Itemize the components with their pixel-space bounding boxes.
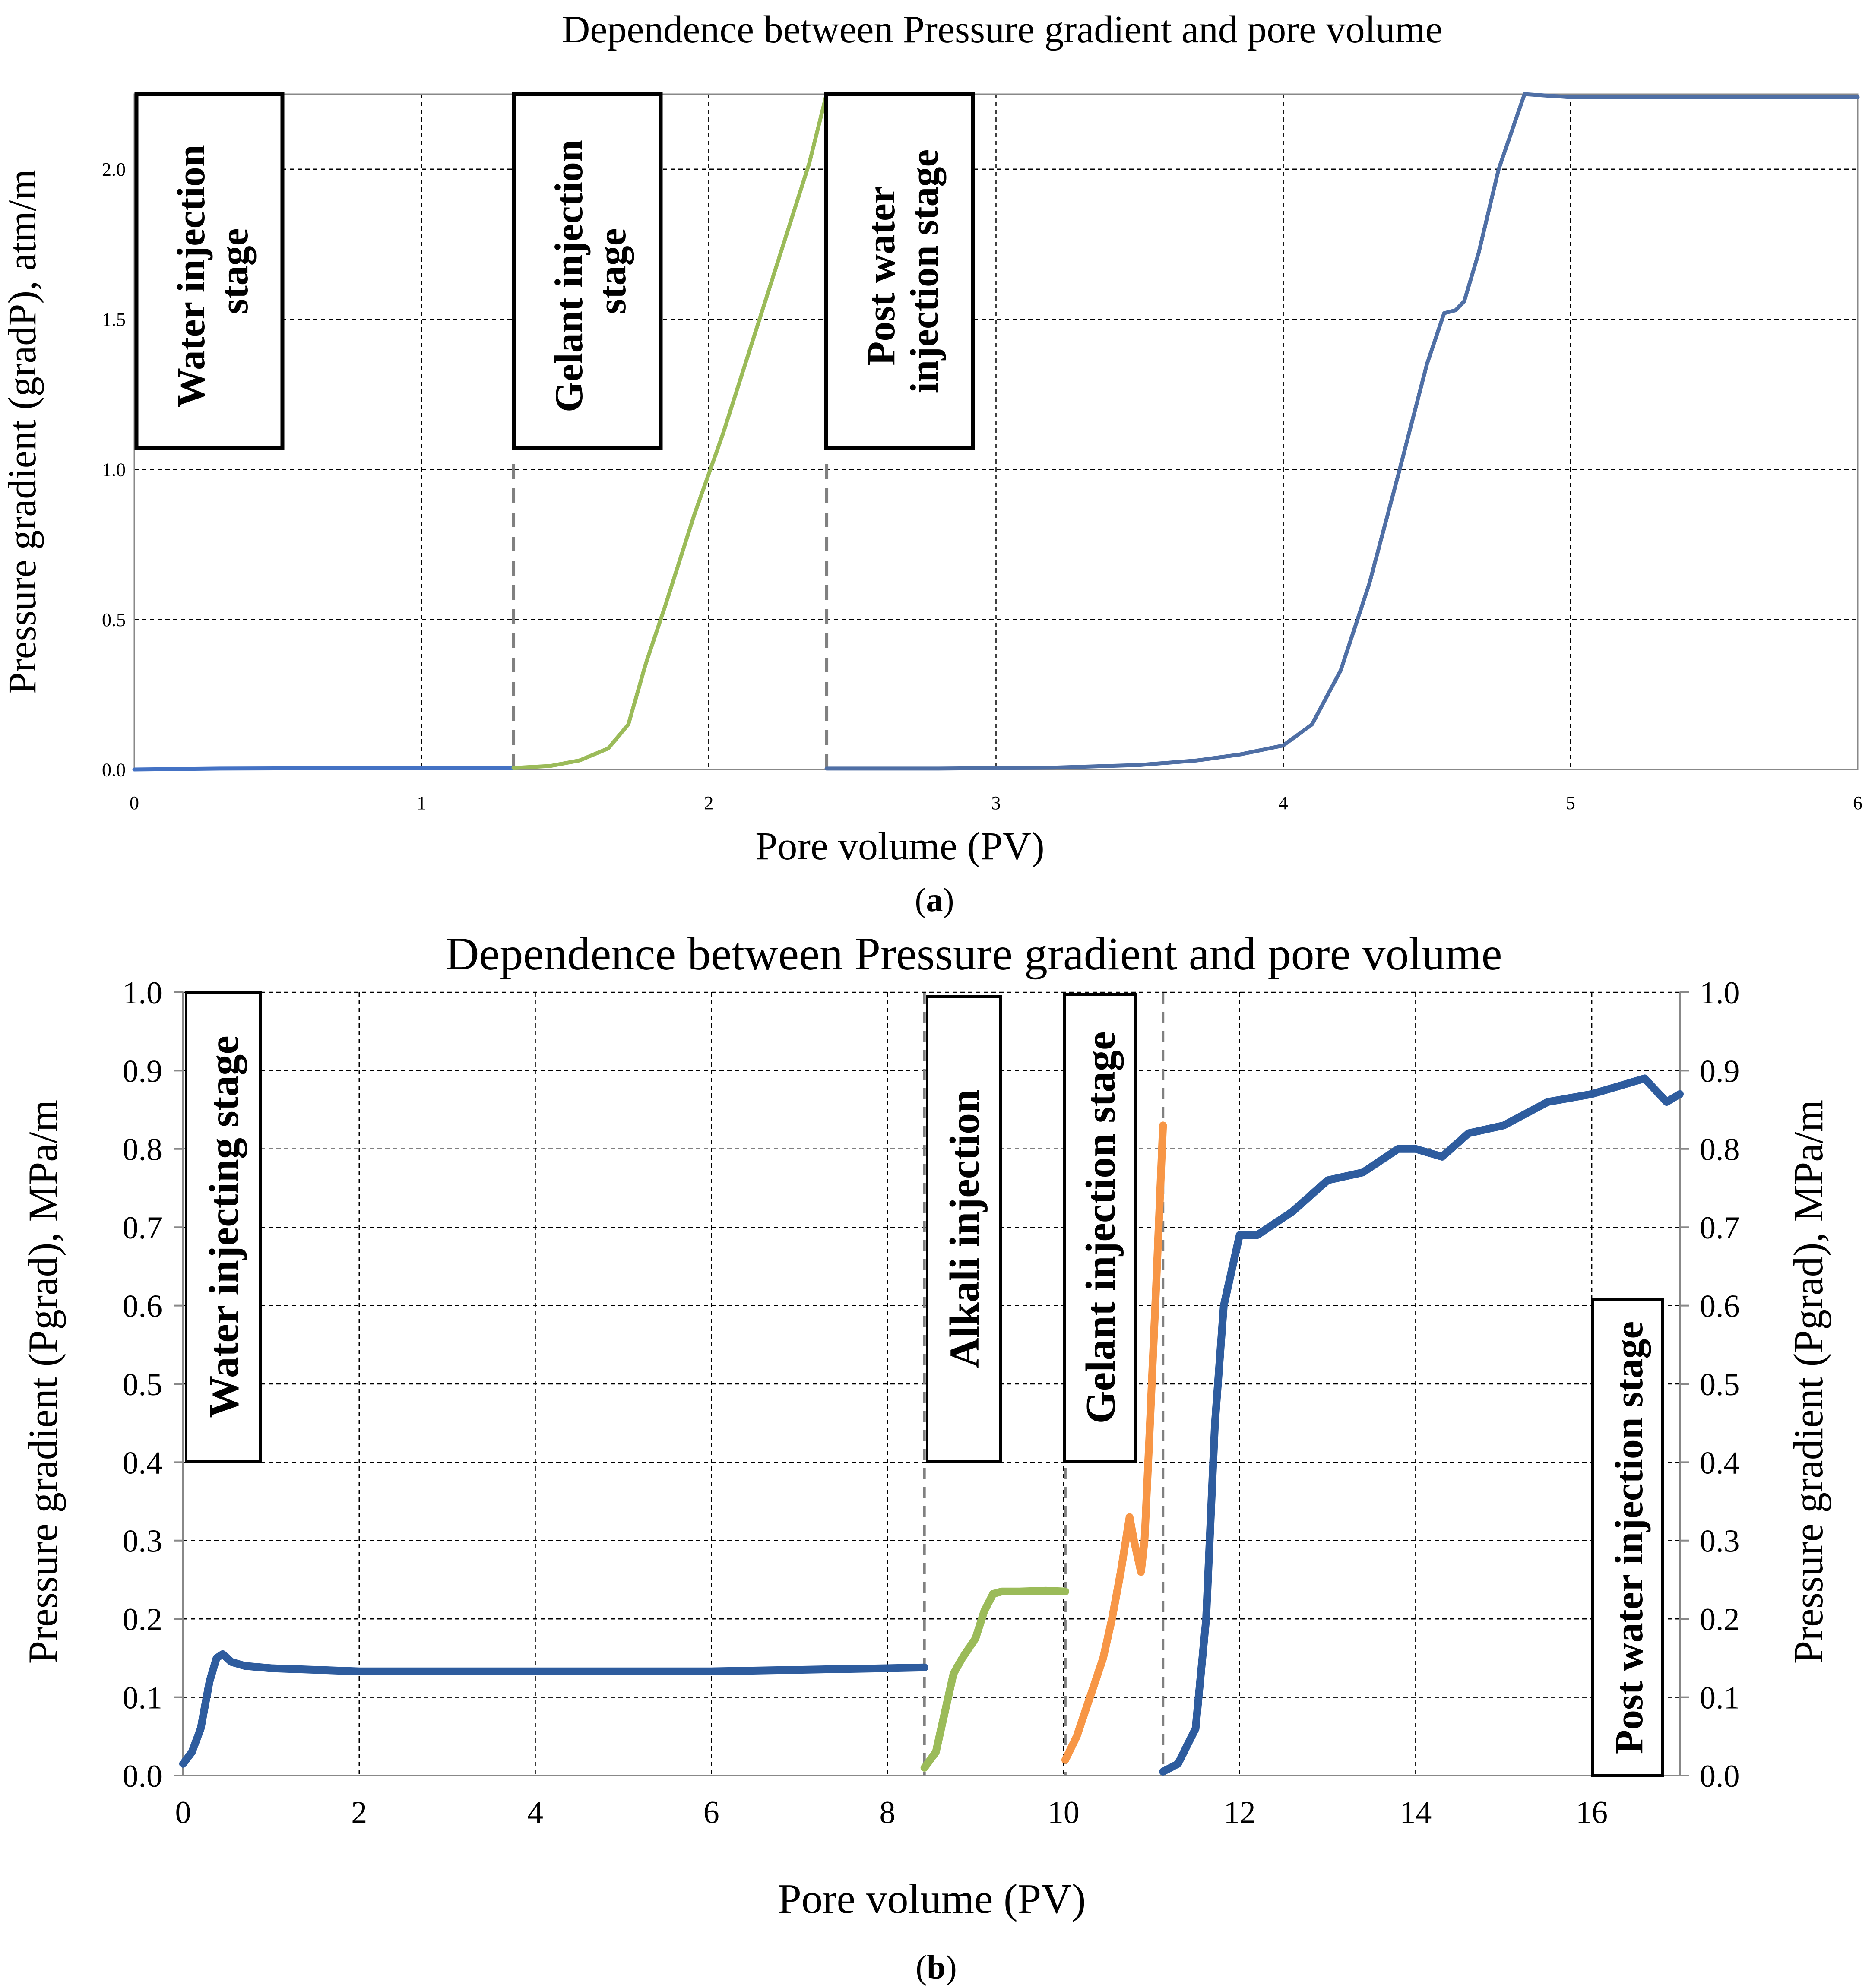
series-line-gelant-injection-stage [1061, 1121, 1167, 1764]
y-tick-label-right-3: 0.3 [1700, 1524, 1740, 1559]
y-tick-label-right-7: 0.7 [1700, 1210, 1740, 1246]
chart-a-y-tick-labels: 0.0 0.5 1.0 1.5 2.0 [102, 159, 126, 780]
y-tick-label-4: 0.4 [123, 1445, 163, 1481]
chart-b-title: Dependence between Pressure gradient and… [445, 928, 1502, 980]
chart-b-panel-label: (b) [915, 1948, 957, 1986]
chart-a-annotation-water-line2: stage [212, 228, 256, 314]
chart-a-x-tick-labels: 0 1 2 3 4 5 6 [130, 792, 1862, 814]
chart-b-y-axis-label-left: Pressure gradient (Pgrad), MPa/m [20, 1100, 66, 1664]
chart-b-x-tick-labels: 0 2 4 6 8 10 12 14 16 [175, 1795, 1608, 1830]
chart-a-series [132, 92, 1860, 772]
chart-b-annotation-gelant: Gelant injection stage [1063, 993, 1137, 1463]
series-line-water-injecting-stage [179, 1650, 928, 1768]
chart-a-annotation-post-water-line2: injection stage [902, 149, 946, 393]
chart-a: Dependence between Pressure gradient and… [0, 8, 1862, 918]
chart-b-annotation-post-water-text: Post water injection stage [1607, 1321, 1651, 1754]
chart-b-series [179, 1074, 1684, 1776]
x-tick-label-5: 5 [1566, 792, 1575, 814]
y-tick-label-2: 0.2 [123, 1602, 163, 1637]
series-line-post-water-injection-stage [824, 92, 1860, 771]
x-tick-label-3: 6 [703, 1795, 719, 1830]
chart-a-annotation-water: Water injection stage [134, 92, 285, 450]
y-tick-label-4: 2.0 [102, 159, 126, 180]
x-tick-label-6: 6 [1853, 792, 1862, 814]
y-tick-label-right-6: 0.6 [1700, 1289, 1740, 1324]
x-tick-label-1: 2 [351, 1795, 367, 1830]
y-tick-label-1: 0.1 [123, 1681, 163, 1716]
x-tick-label-0: 0 [175, 1795, 191, 1830]
y-tick-label-1: 0.5 [102, 609, 126, 630]
x-tick-label-5: 10 [1048, 1795, 1080, 1830]
y-tick-label-right-9: 0.9 [1700, 1054, 1740, 1089]
x-tick-label-7: 14 [1400, 1795, 1432, 1830]
y-tick-label-6: 0.6 [123, 1289, 163, 1324]
y-tick-label-right-5: 0.5 [1700, 1367, 1740, 1402]
x-tick-label-4: 8 [880, 1795, 896, 1830]
chart-a-x-axis-label: Pore volume (PV) [755, 824, 1044, 868]
y-tick-label-8: 0.8 [123, 1132, 163, 1168]
y-tick-label-right-4: 0.4 [1700, 1445, 1740, 1481]
y-tick-label-right-1: 0.1 [1700, 1681, 1740, 1716]
series-line-post-water-injection-stage [1159, 1074, 1684, 1776]
y-tick-label-5: 0.5 [123, 1367, 163, 1402]
x-tick-label-6: 12 [1224, 1795, 1256, 1830]
y-tick-label-10: 1.0 [123, 975, 163, 1011]
x-tick-label-8: 16 [1576, 1795, 1608, 1830]
chart-b-x-axis-label: Pore volume (PV) [778, 1876, 1086, 1922]
y-tick-label-right-8: 0.8 [1700, 1132, 1740, 1168]
y-tick-label-9: 0.9 [123, 1054, 163, 1089]
chart-a-panel-label: (a) [915, 881, 954, 918]
x-tick-label-4: 4 [1279, 792, 1288, 814]
x-tick-label-0: 0 [130, 792, 139, 814]
chart-b-annotation-alkali-text: Alkali injection [941, 1089, 988, 1368]
chart-b-annotation-gelant-text: Gelant injection stage [1077, 1031, 1124, 1424]
series-line-alkali-injection [920, 1586, 1069, 1772]
chart-a-annotation-water-line1: Water injection [169, 145, 213, 408]
chart-a-y-axis-label: Pressure gradient (gradP), atm/m [0, 169, 44, 694]
y-tick-label-right-0: 0.0 [1700, 1759, 1740, 1794]
chart-a-annotation-post-water-line1: Post water [859, 187, 903, 366]
y-tick-label-right-2: 0.2 [1700, 1602, 1740, 1637]
chart-a-grid [133, 93, 1859, 770]
y-tick-label-7: 0.7 [123, 1210, 163, 1246]
x-tick-label-1: 1 [417, 792, 426, 814]
y-tick-label-2: 1.0 [102, 459, 126, 480]
chart-a-annotation-post-water: Post water injection stage [824, 92, 975, 450]
y-tick-label-3: 0.3 [123, 1524, 163, 1559]
chart-a-annotation-gelant-line1: Gelant injection [547, 140, 591, 412]
svg-text:Post water injection s: Post water injection stage [859, 149, 946, 393]
x-tick-label-2: 2 [704, 792, 713, 814]
series-line-gelant-injection-stage [511, 92, 829, 770]
x-tick-label-2: 4 [527, 1795, 543, 1830]
y-tick-label-0: 0.0 [123, 1759, 163, 1794]
chart-a-stage-dividers [512, 464, 829, 769]
chart-a-annotation-gelant-line2: stage [590, 228, 634, 314]
chart-a-title: Dependence between Pressure gradient and… [562, 8, 1442, 51]
chart-b-y-tick-labels-right: 0.0 0.1 0.2 0.3 0.4 0.5 0.6 0.7 0.8 0.9 1.0 [1700, 975, 1740, 1794]
y-tick-label-3: 1.5 [102, 309, 126, 330]
y-tick-label-0: 0.0 [102, 759, 126, 780]
chart-b-annotation-water: Water injecting stage [185, 991, 262, 1463]
svg-text:Gelant injection stage: Gelant injection stage [547, 130, 634, 412]
chart-b-annotation-water-text: Water injecting stage [201, 1035, 247, 1418]
y-tick-label-right-10: 1.0 [1700, 975, 1740, 1011]
x-tick-label-3: 3 [991, 792, 1001, 814]
chart-a-annotation-gelant: Gelant injection stage [512, 92, 663, 450]
chart-b-y-tick-labels: 0.0 0.1 0.2 0.3 0.4 0.5 0.6 0.7 0.8 0.9 1.0 [123, 975, 163, 1794]
chart-b-annotation-post-water: Post water injection stage [1591, 1298, 1664, 1777]
chart-b-y-axis-label-right: Pressure gradient (Pgrad), MPa/m [1785, 1100, 1831, 1664]
series-line-water-injection-stage [132, 766, 516, 772]
svg-text:Water injection stage: Water injection stage [169, 135, 256, 408]
chart-b: Dependence between Pressure gradient and… [20, 928, 1831, 1986]
chart-b-annotation-alkali: Alkali injection [926, 995, 1002, 1463]
